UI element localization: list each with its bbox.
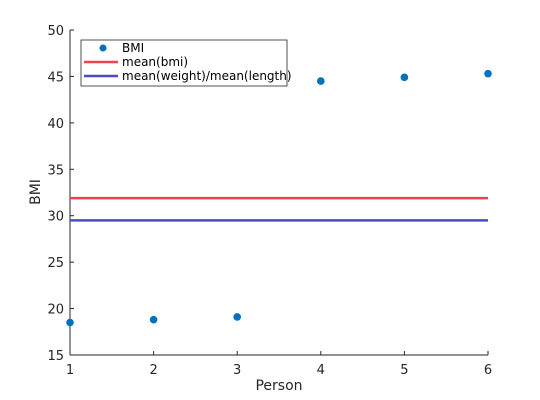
legend-marker-bmi	[99, 44, 107, 52]
legend-label-bmi: BMI	[122, 41, 144, 55]
bmi-point-1	[149, 315, 158, 324]
x-tick-label-5: 6	[484, 363, 492, 378]
series-lines	[70, 196, 488, 222]
x-tick-label-4: 5	[400, 363, 408, 378]
y-axis-title: BMI	[28, 179, 44, 205]
bmi-point-3	[317, 77, 325, 85]
y-tick-label-3: 30	[47, 210, 64, 225]
y-tick-label-6: 45	[47, 70, 64, 85]
y-tick-label-0: 15	[47, 349, 64, 364]
y-tick-label-4: 35	[47, 163, 64, 178]
x-tick-label-1: 2	[149, 363, 157, 378]
bmi-point-0	[66, 318, 74, 327]
y-tick-label-1: 20	[47, 303, 64, 318]
x-tick-label-0: 1	[66, 363, 74, 378]
legend-label-mean-ratio: mean(weight)/mean(length)	[122, 69, 292, 83]
y-tick-label-7: 50	[47, 24, 64, 39]
bmi-point-4	[400, 73, 409, 82]
legend: BMI mean(bmi) mean(weight)/mean(length)	[80, 39, 292, 87]
x-tick-label-2: 3	[233, 363, 241, 378]
y-tick-label-2: 25	[47, 256, 64, 271]
x-axis-title: Person	[255, 378, 302, 394]
y-tick-label-5: 40	[47, 117, 64, 132]
x-tick-label-3: 4	[317, 363, 325, 378]
legend-label-mean-bmi: mean(bmi)	[122, 55, 188, 69]
series-points	[66, 69, 492, 327]
bmi-point-5	[484, 69, 492, 78]
bmi-point-2	[233, 313, 241, 321]
axes	[69, 30, 488, 356]
